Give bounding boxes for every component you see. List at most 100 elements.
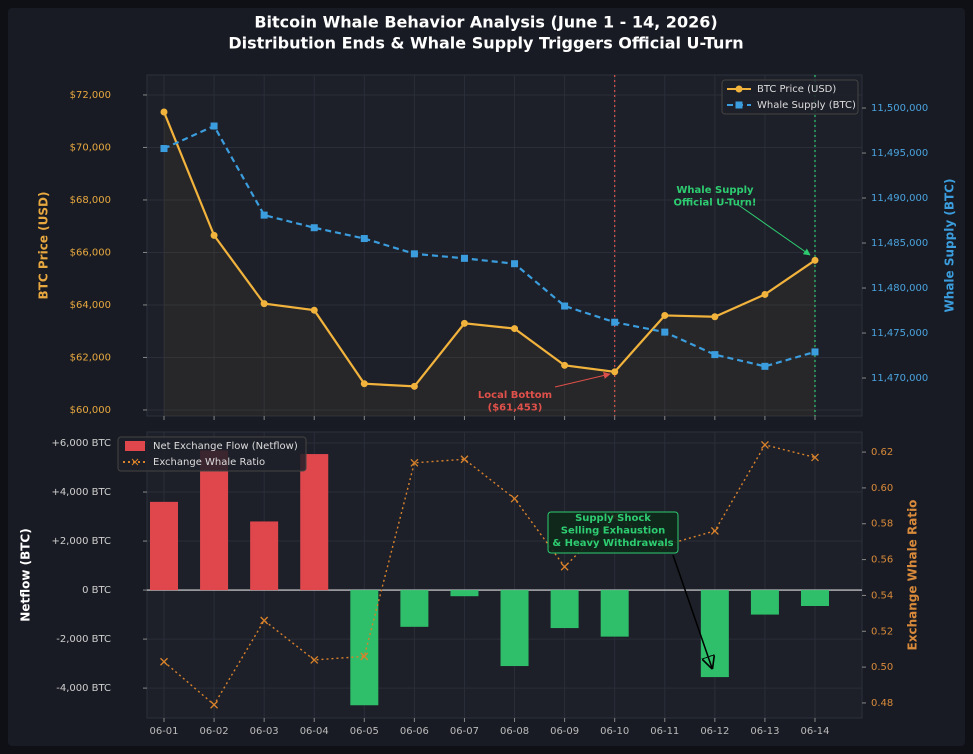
- y-tick-label: 0 BTC: [82, 585, 111, 596]
- point: [210, 122, 218, 130]
- y-tick-label: $62,000: [70, 352, 111, 363]
- annotation-text: Official U-Turn!: [674, 198, 757, 209]
- point: [460, 319, 468, 327]
- legend-box: [117, 436, 307, 472]
- y-tick-label: $64,000: [70, 300, 111, 311]
- x-tick-label: 06-02: [200, 726, 229, 737]
- bar: [150, 501, 178, 591]
- legend-box: [721, 79, 859, 115]
- y2-tick-label: 11,500,000: [871, 103, 928, 114]
- point: [811, 256, 819, 264]
- legend-label: BTC Price (USD): [757, 84, 836, 95]
- bar: [550, 590, 579, 629]
- bar: [300, 454, 329, 591]
- point: [661, 328, 669, 336]
- bar: [500, 590, 529, 667]
- bar: [700, 590, 729, 678]
- legend-marker: [131, 458, 139, 466]
- point: [410, 382, 418, 390]
- annotation-text: Selling Exhaustion: [561, 526, 665, 537]
- annotation-text: Local Bottom: [478, 390, 552, 401]
- y-tick-label: $70,000: [70, 142, 111, 153]
- y-tick-label: -4,000 BTC: [56, 683, 111, 694]
- y2-tick-label: 11,480,000: [871, 283, 928, 294]
- x-tick-label: 06-12: [700, 726, 729, 737]
- point: [561, 361, 569, 369]
- y-tick-label: +4,000 BTC: [51, 487, 111, 498]
- x-tick-label: 06-08: [500, 726, 529, 737]
- point: [410, 250, 418, 258]
- x-tick-label: 06-03: [250, 726, 279, 737]
- y2-tick-label: 0.60: [871, 483, 893, 494]
- x-tick-label: 06-09: [550, 726, 579, 737]
- bar: [200, 450, 229, 591]
- line: [163, 124, 816, 368]
- y-tick-label: $68,000: [70, 195, 111, 206]
- bar: [600, 590, 629, 637]
- y2-tick-label: 11,490,000: [871, 193, 928, 204]
- point: [510, 494, 519, 503]
- point: [360, 380, 368, 388]
- y2-axis-label: Whale Supply (BTC): [943, 179, 957, 313]
- point: [561, 302, 569, 310]
- point: [160, 145, 168, 153]
- x-tick-label: 06-07: [450, 726, 479, 737]
- y2-tick-label: 11,485,000: [871, 238, 928, 249]
- annotation-text: ($61,453): [488, 403, 543, 414]
- point: [811, 348, 819, 356]
- y2-axis-label: Exchange Whale Ratio: [906, 500, 920, 651]
- y-tick-label: +2,000 BTC: [51, 536, 111, 547]
- point: [360, 235, 368, 243]
- point: [811, 453, 819, 462]
- legend-swatch: [125, 441, 145, 451]
- point: [310, 224, 318, 232]
- y2-tick-label: 11,475,000: [871, 328, 928, 339]
- point: [711, 351, 719, 359]
- bar: [450, 590, 479, 597]
- point: [260, 616, 269, 625]
- legend-marker: [735, 101, 743, 109]
- chart-subtitle: Distribution Ends & Whale Supply Trigger…: [228, 34, 743, 53]
- x-tick-label: 06-04: [300, 726, 329, 737]
- area: [164, 112, 815, 416]
- point: [360, 652, 369, 661]
- point: [710, 526, 719, 535]
- legend-label: Whale Supply (BTC): [757, 100, 856, 111]
- y2-tick-label: 0.62: [871, 447, 893, 458]
- bar: [250, 521, 279, 591]
- y2-tick-label: 0.56: [871, 555, 893, 566]
- annotation-text: Supply Shock: [575, 513, 651, 524]
- annotation-arrow: [736, 203, 811, 256]
- annotation-arrow: [554, 372, 611, 388]
- bar: [801, 590, 829, 607]
- x-tick-label: 06-11: [650, 726, 679, 737]
- point: [560, 562, 569, 571]
- y2-tick-label: 0.58: [871, 519, 893, 530]
- annotation-box: [547, 511, 679, 554]
- point: [711, 313, 719, 321]
- y-tick-label: $72,000: [70, 90, 111, 101]
- legend-label: Net Exchange Flow (Netflow): [153, 441, 298, 452]
- point: [761, 362, 769, 370]
- bar: [350, 590, 379, 706]
- y2-tick-label: 11,495,000: [871, 148, 928, 159]
- point: [410, 458, 419, 467]
- point: [310, 306, 318, 314]
- legend-marker: [735, 85, 743, 93]
- point: [511, 260, 519, 268]
- y-axis-label: BTC Price (USD): [37, 192, 51, 300]
- y-axis-label: Netflow (BTC): [19, 528, 33, 621]
- x-tick-label: 06-13: [750, 726, 779, 737]
- y-tick-label: $60,000: [70, 405, 111, 416]
- annotation-text: Whale Supply: [676, 185, 754, 196]
- y2-tick-label: 0.54: [871, 590, 893, 601]
- point: [160, 657, 168, 666]
- y-tick-label: +6,000 BTC: [51, 438, 111, 449]
- point: [460, 455, 469, 464]
- y-tick-label: $66,000: [70, 247, 111, 258]
- point: [310, 655, 319, 664]
- point: [760, 440, 769, 449]
- point: [661, 311, 669, 319]
- legend-label: Exchange Whale Ratio: [153, 457, 265, 468]
